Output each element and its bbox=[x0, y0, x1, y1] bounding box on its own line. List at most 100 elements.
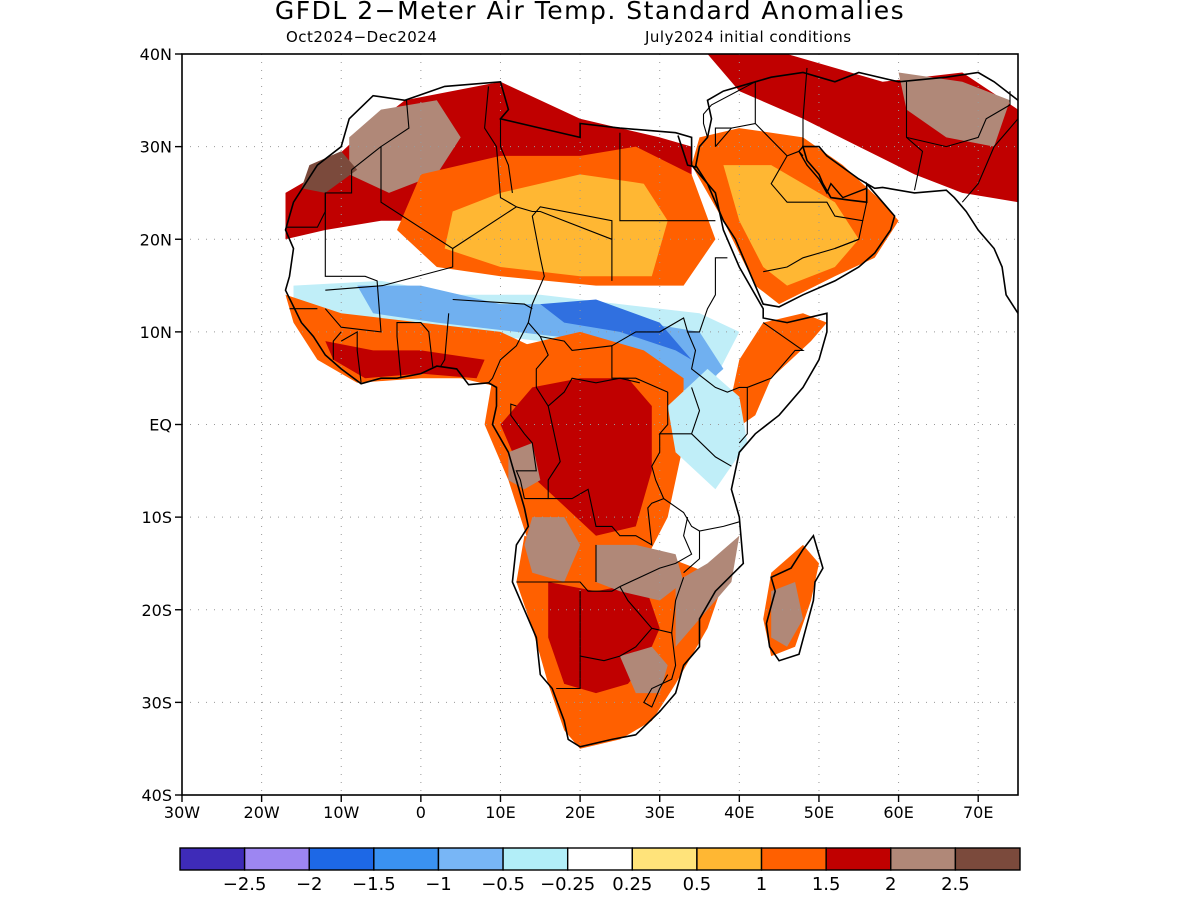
country-border bbox=[834, 238, 859, 250]
legend-swatch bbox=[631, 847, 698, 871]
longitude-label: 50E bbox=[804, 803, 834, 822]
country-border bbox=[324, 192, 382, 333]
legend-swatch bbox=[243, 847, 310, 871]
legend-swatch bbox=[179, 847, 246, 871]
country-border bbox=[714, 127, 732, 147]
legend-label: −1.5 bbox=[352, 874, 396, 895]
country-border bbox=[332, 331, 342, 360]
map-title: GFDL 2−Meter Air Temp. Standard Anomalie… bbox=[274, 0, 906, 25]
country-border bbox=[396, 322, 434, 379]
levant-coastline bbox=[677, 71, 1018, 168]
country-border bbox=[619, 132, 716, 222]
country-border bbox=[658, 392, 692, 435]
legend-swatch bbox=[696, 847, 763, 871]
latitude-label: 10S bbox=[141, 508, 172, 527]
legend-label: 1 bbox=[756, 874, 767, 895]
anomaly-region-south-africa-brown bbox=[619, 646, 668, 694]
anomaly-region-sahel-blue-core bbox=[540, 299, 692, 360]
anomaly-region-west-africa-red bbox=[325, 341, 485, 379]
country-border bbox=[687, 322, 805, 393]
country-border bbox=[619, 577, 685, 634]
country-border bbox=[499, 118, 513, 193]
country-border bbox=[643, 632, 677, 708]
country-border bbox=[754, 123, 804, 157]
graticule bbox=[182, 54, 1018, 795]
country-border bbox=[611, 257, 728, 347]
country-border bbox=[683, 531, 701, 574]
country-border bbox=[906, 91, 1011, 148]
initial-conditions: July2024 initial conditions bbox=[645, 28, 852, 46]
latitude-label: 40N bbox=[140, 45, 172, 64]
legend-swatch bbox=[437, 847, 504, 871]
legend-swatch bbox=[373, 847, 440, 871]
country-border bbox=[862, 183, 868, 221]
country-border bbox=[905, 81, 924, 191]
latitude-label: EQ bbox=[149, 416, 172, 435]
latitude-label: 10N bbox=[140, 323, 172, 342]
legend-swatch bbox=[308, 847, 375, 871]
latitude-label: 30N bbox=[140, 138, 172, 157]
anomaly-shading bbox=[285, 54, 1018, 749]
legend-label: −0.5 bbox=[481, 874, 525, 895]
africa-coastline bbox=[284, 80, 828, 748]
country-border bbox=[579, 627, 653, 662]
coastlines bbox=[284, 67, 1018, 748]
legend-swatch bbox=[502, 847, 569, 871]
anomaly-region-madagascar-brown bbox=[771, 582, 803, 647]
country-border bbox=[802, 67, 808, 147]
latitude-labels: 40N 30N 20N 10N EQ 10S 20S 30S 40S bbox=[140, 45, 182, 805]
arabia-coastline bbox=[694, 145, 1018, 314]
anomaly-region-maghreb-brown bbox=[349, 100, 461, 193]
legend-label: −1 bbox=[425, 874, 452, 895]
longitude-labels: 30W 20W 10W 0 10E 20E 30E 40E 50E 60E 70E bbox=[164, 795, 993, 822]
country-border bbox=[516, 516, 693, 592]
legend-label: 1.5 bbox=[812, 874, 841, 895]
legend-swatch bbox=[566, 847, 634, 871]
country-border bbox=[547, 405, 664, 546]
longitude-label: 30W bbox=[164, 803, 200, 822]
anomaly-region-arabia-yellow bbox=[723, 165, 859, 286]
country-border bbox=[340, 330, 362, 383]
country-border bbox=[488, 322, 529, 384]
country-border bbox=[702, 80, 756, 147]
longitude-label: 30E bbox=[644, 803, 674, 822]
country-border bbox=[738, 387, 748, 444]
anomaly-region-horn-blue-light bbox=[667, 368, 748, 490]
longitude-label: 20W bbox=[244, 803, 280, 822]
longitude-label: 40E bbox=[724, 803, 754, 822]
anomaly-region-angola-brown bbox=[524, 517, 581, 582]
country-border bbox=[484, 86, 517, 208]
longitude-label: 70E bbox=[963, 803, 993, 822]
legend-label: 0.5 bbox=[683, 874, 712, 895]
country-border bbox=[510, 403, 537, 499]
legend-label: 0.25 bbox=[612, 874, 652, 895]
country-border bbox=[961, 118, 1018, 203]
legend-swatch bbox=[954, 847, 1021, 871]
longitude-label: 0 bbox=[416, 803, 426, 822]
anomaly-region-zambia-brown bbox=[596, 544, 684, 601]
country-border bbox=[440, 313, 450, 367]
country-border bbox=[325, 146, 454, 291]
latitude-label: 20S bbox=[141, 601, 172, 620]
country-border bbox=[452, 298, 533, 310]
country-border bbox=[351, 100, 410, 171]
latitude-label: 40S bbox=[141, 786, 172, 805]
longitude-label: 10W bbox=[323, 803, 359, 822]
legend-swatch bbox=[890, 847, 957, 871]
legend-label: 2 bbox=[885, 874, 896, 895]
legend-swatch bbox=[825, 847, 892, 871]
forecast-period: Oct2024−Dec2024 bbox=[286, 28, 438, 46]
legend-label: −0.25 bbox=[540, 874, 595, 895]
country-border bbox=[535, 336, 640, 407]
anomaly-region-mozambique-brown bbox=[675, 535, 740, 647]
legend-label: 2.5 bbox=[941, 874, 970, 895]
longitude-label: 10E bbox=[485, 803, 515, 822]
anomaly-region-west-sahara-darkbrown bbox=[301, 151, 358, 193]
longitude-label: 20E bbox=[565, 803, 595, 822]
legend-swatch bbox=[760, 847, 827, 871]
latitude-label: 20N bbox=[140, 230, 172, 249]
color-legend: −2.5 −2 −1.5 −1 −0.5 −0.25 0.25 0.5 1 1.5 2 2.5 bbox=[179, 847, 1021, 895]
country-border bbox=[651, 433, 740, 532]
longitude-label: 60E bbox=[883, 803, 913, 822]
